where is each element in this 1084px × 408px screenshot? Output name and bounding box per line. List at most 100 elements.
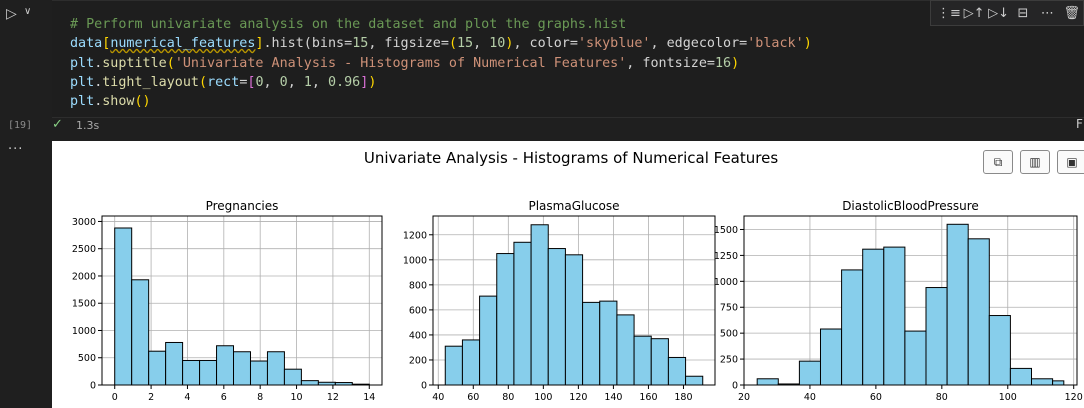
y-tick-label: 2000	[72, 271, 96, 282]
x-tick-label: 20	[738, 392, 750, 403]
y-tick-label: 500	[720, 329, 738, 340]
histogram-bar	[1031, 378, 1054, 386]
histogram-bar	[667, 356, 687, 386]
y-tick-label: 1500	[72, 299, 96, 310]
code-token: rect	[207, 74, 240, 90]
execute-below-icon[interactable]: ▷↓	[988, 5, 1009, 21]
x-tick-label: 180	[674, 392, 692, 403]
histogram-bar	[883, 246, 906, 386]
histogram-figure: Univariate Analysis - Histograms of Nume…	[72, 149, 1083, 403]
histogram-bar	[266, 351, 285, 386]
x-tick-label: 10	[290, 392, 302, 403]
execute-above-icon[interactable]: ▷↑	[963, 5, 985, 21]
subplot-title: Pregnancies	[206, 199, 279, 213]
histogram-bar	[249, 360, 268, 386]
y-tick-label: 1500	[714, 225, 738, 236]
x-tick-label: 120	[1065, 392, 1083, 403]
x-tick-label: 4	[184, 392, 190, 403]
histogram-bar	[233, 351, 251, 386]
y-tick-label: 750	[720, 303, 738, 314]
histogram-bar	[946, 223, 969, 386]
y-tick-label: 0	[421, 381, 427, 392]
save-icon[interactable]: ▣	[1057, 150, 1084, 174]
x-tick-label: 160	[639, 392, 657, 403]
histogram-bar	[283, 368, 302, 386]
more-icon[interactable]: ⋯	[1040, 5, 1054, 21]
histogram-bar	[530, 224, 549, 386]
histogram-bar	[756, 378, 779, 386]
axes-frame	[432, 215, 716, 386]
x-tick-label: 40	[432, 392, 444, 403]
code-token: 15	[352, 36, 369, 52]
run-cell-icon[interactable]: ▷	[6, 6, 17, 22]
chevron-down-icon[interactable]: ∨	[24, 6, 32, 17]
execution-count: [19]	[8, 120, 33, 131]
code-token: suptitle	[102, 55, 167, 71]
histogram-bar	[925, 287, 948, 386]
histogram-bar	[131, 279, 150, 386]
histogram-bar	[513, 241, 532, 386]
subplot-title: DiastolicBloodPressure	[842, 199, 979, 213]
code-token: 'Univariate Analysis - Histograms of Num…	[174, 55, 627, 71]
histogram-bar	[685, 375, 704, 386]
run-by-line-icon[interactable]: ⋮≡	[937, 5, 961, 21]
figure-output: Univariate Analysis - Histograms of Nume…	[52, 141, 1084, 408]
output-more-icon[interactable]: ···	[8, 142, 24, 157]
chart-icon[interactable]: ▥	[1020, 150, 1050, 174]
histogram-bar	[300, 380, 319, 386]
histogram-bar	[547, 248, 566, 386]
x-tick-label: 100	[534, 392, 552, 403]
histogram-bar	[967, 238, 990, 386]
histogram-bar	[819, 328, 843, 386]
x-tick-label: 0	[112, 392, 118, 403]
cell-toolbar: ⋮≡ ▷↑ ▷↓ ⊟ ⋯ 🗑	[930, 0, 1084, 26]
histogram-bar	[862, 248, 885, 386]
y-tick-label: 0	[732, 381, 738, 392]
code-token: 'skyblue'	[577, 36, 651, 52]
y-tick-label: 3000	[72, 217, 96, 228]
y-tick-label: 400	[409, 330, 427, 341]
histogram-bar	[988, 315, 1011, 386]
copy-icon[interactable]: ⧉	[983, 150, 1013, 174]
split-cell-icon[interactable]: ⊟	[1017, 5, 1029, 21]
code-token: data	[70, 36, 103, 52]
y-tick-label: 1200	[403, 230, 427, 241]
code-token: 15	[457, 36, 474, 52]
histogram-bar	[461, 339, 481, 386]
y-tick-label: 500	[78, 353, 96, 364]
histogram-bar	[114, 227, 133, 386]
x-tick-label: 80	[502, 392, 514, 403]
x-tick-label: 12	[327, 392, 339, 403]
code-token: tight_layout	[102, 74, 199, 90]
histogram-bar	[650, 338, 669, 386]
histogram-bar	[582, 301, 601, 386]
axes-frame	[743, 215, 1078, 386]
code-text[interactable]: # Perform univariate analysis on the dat…	[70, 17, 812, 110]
y-tick-label: 1000	[403, 255, 427, 266]
code-token: show	[102, 94, 135, 110]
axes-frame	[101, 215, 383, 386]
code-token: 16	[714, 55, 732, 71]
figure-suptitle: Univariate Analysis - Histograms of Nume…	[364, 149, 778, 167]
x-tick-label: 120	[569, 392, 587, 403]
x-tick-label: 60	[467, 392, 479, 403]
subplot-title: PlasmaGlucose	[528, 199, 619, 213]
histogram-bar	[1009, 367, 1033, 386]
code-editor[interactable]: # Perform univariate analysis on the dat…	[52, 0, 1084, 118]
histogram-bar	[798, 360, 821, 386]
code-token: plt	[70, 74, 95, 90]
y-tick-label: 1000	[714, 277, 738, 288]
y-tick-label: 2500	[72, 244, 96, 255]
histogram-bar	[216, 345, 235, 386]
x-tick-label: 100	[999, 392, 1017, 403]
y-tick-label: 1000	[72, 326, 96, 337]
code-token: .hist(bins=	[263, 36, 353, 52]
y-tick-label: 250	[720, 355, 738, 366]
y-tick-label: 1250	[714, 251, 738, 262]
x-tick-label: 40	[804, 392, 816, 403]
delete-icon[interactable]: 🗑	[1063, 5, 1081, 21]
code-token: plt	[70, 94, 95, 110]
execution-time: 1.3s	[76, 119, 100, 132]
truncated-label: F	[1076, 117, 1083, 131]
histogram-bar	[633, 335, 652, 386]
